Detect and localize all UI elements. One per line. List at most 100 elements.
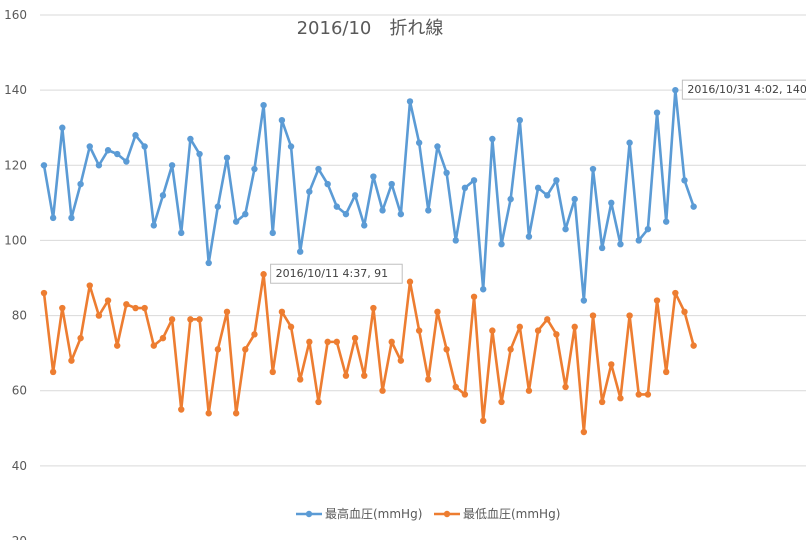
data-point[interactable]	[672, 86, 679, 94]
legend-item-1[interactable]: 最高血圧(mmHg)	[296, 506, 422, 521]
data-point[interactable]	[598, 244, 606, 252]
data-point[interactable]	[415, 139, 423, 146]
data-point[interactable]	[214, 203, 222, 210]
data-point[interactable]	[452, 383, 459, 391]
data-point[interactable]	[141, 304, 148, 312]
data-point[interactable]	[187, 316, 194, 323]
data-point[interactable]	[516, 323, 523, 331]
data-point[interactable]	[132, 132, 139, 139]
data-point[interactable]	[681, 177, 688, 184]
data-point[interactable]	[681, 308, 688, 316]
data-point[interactable]	[306, 338, 313, 346]
data-point[interactable]	[260, 271, 267, 278]
data-point[interactable]	[589, 312, 597, 319]
data-point[interactable]	[480, 417, 487, 424]
data-point[interactable]	[397, 357, 405, 364]
data-point[interactable]	[123, 158, 130, 165]
data-point[interactable]	[68, 214, 75, 222]
data-point[interactable]	[608, 199, 615, 207]
data-point[interactable]	[351, 192, 359, 199]
data-point[interactable]	[59, 304, 66, 312]
data-point[interactable]	[123, 301, 130, 308]
data-point[interactable]	[361, 222, 368, 229]
data-point[interactable]	[187, 135, 194, 143]
data-point[interactable]	[388, 180, 395, 188]
data-point[interactable]	[168, 316, 176, 323]
data-point[interactable]	[571, 323, 578, 331]
data-point[interactable]	[95, 312, 103, 319]
data-point[interactable]	[617, 240, 624, 248]
data-point[interactable]	[333, 203, 340, 210]
data-point[interactable]	[342, 372, 350, 379]
data-point[interactable]	[104, 297, 112, 304]
data-point[interactable]	[232, 410, 240, 417]
data-point[interactable]	[49, 368, 57, 376]
data-point[interactable]	[470, 293, 478, 300]
data-point[interactable]	[269, 368, 276, 376]
data-point[interactable]	[498, 398, 505, 406]
data-point[interactable]	[553, 177, 560, 184]
data-point[interactable]	[434, 308, 441, 316]
data-point[interactable]	[114, 150, 121, 158]
data-point[interactable]	[443, 346, 450, 353]
data-point[interactable]	[306, 188, 313, 195]
data-point[interactable]	[49, 214, 57, 222]
data-point[interactable]	[470, 177, 478, 184]
data-point[interactable]	[653, 109, 661, 116]
data-point[interactable]	[480, 286, 487, 293]
data-point[interactable]	[333, 338, 340, 346]
data-point[interactable]	[86, 143, 93, 150]
data-point[interactable]	[644, 391, 652, 398]
data-point[interactable]	[287, 323, 295, 331]
data-point[interactable]	[251, 331, 258, 338]
data-point[interactable]	[196, 316, 203, 323]
data-point[interactable]	[150, 222, 157, 229]
data-point[interactable]	[672, 289, 679, 297]
data-point[interactable]	[77, 180, 84, 188]
data-point[interactable]	[40, 289, 48, 297]
data-point[interactable]	[269, 229, 276, 237]
data-point[interactable]	[443, 169, 450, 176]
data-point[interactable]	[598, 398, 606, 406]
data-point[interactable]	[635, 391, 642, 398]
data-point[interactable]	[534, 327, 542, 334]
data-point[interactable]	[315, 165, 322, 173]
data-point[interactable]	[132, 304, 139, 312]
data-point[interactable]	[544, 192, 551, 199]
data-point[interactable]	[260, 101, 267, 109]
data-point[interactable]	[608, 361, 615, 368]
data-point[interactable]	[544, 316, 551, 323]
data-point[interactable]	[489, 327, 496, 334]
data-point[interactable]	[168, 162, 176, 169]
data-point[interactable]	[415, 327, 423, 334]
data-point[interactable]	[653, 297, 661, 304]
data-point[interactable]	[205, 410, 212, 417]
data-point[interactable]	[553, 331, 560, 338]
data-point[interactable]	[342, 210, 350, 218]
data-point[interactable]	[580, 297, 588, 304]
data-point[interactable]	[379, 387, 386, 394]
data-point[interactable]	[196, 150, 203, 158]
data-point[interactable]	[406, 98, 414, 105]
data-point[interactable]	[324, 338, 331, 346]
data-point[interactable]	[278, 308, 286, 316]
data-point[interactable]	[77, 334, 84, 342]
data-point[interactable]	[507, 195, 514, 203]
data-point[interactable]	[562, 383, 569, 391]
legend[interactable]: 最高血圧(mmHg) 最低血圧(mmHg)	[296, 506, 560, 521]
data-point[interactable]	[534, 184, 542, 192]
data-point[interactable]	[150, 342, 157, 349]
data-point[interactable]	[315, 398, 322, 406]
data-point[interactable]	[351, 334, 359, 342]
data-point[interactable]	[159, 334, 167, 342]
data-point[interactable]	[297, 248, 304, 255]
data-point[interactable]	[242, 346, 249, 353]
data-point[interactable]	[434, 143, 441, 150]
data-point[interactable]	[498, 240, 505, 248]
data-point[interactable]	[114, 342, 121, 349]
data-point[interactable]	[525, 233, 533, 240]
data-point[interactable]	[617, 395, 624, 402]
data-point[interactable]	[361, 372, 368, 379]
data-point[interactable]	[644, 225, 652, 233]
data-point[interactable]	[232, 218, 240, 225]
